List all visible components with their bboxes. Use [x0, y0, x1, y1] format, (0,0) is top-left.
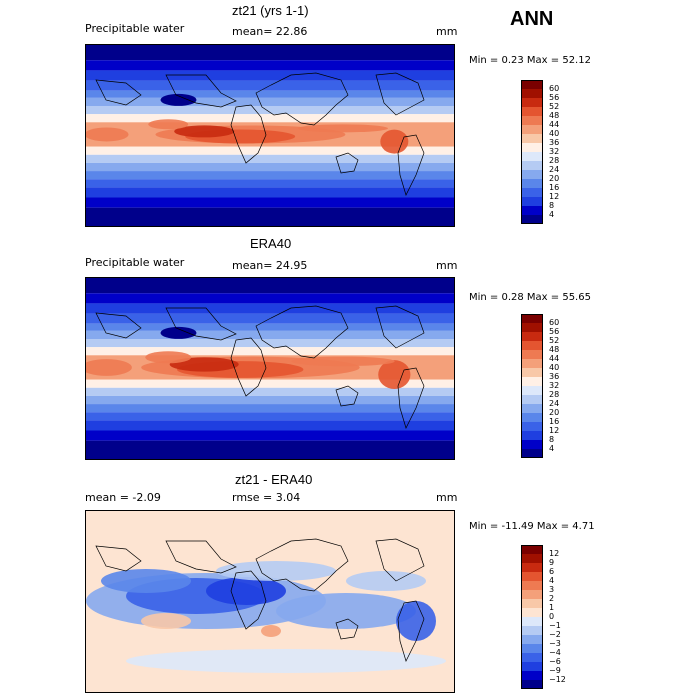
- colorbar-tick-label: 12: [549, 549, 560, 558]
- colorbar-frame: [521, 314, 543, 458]
- colorbar-tick-label: 32: [549, 381, 560, 390]
- colorbar-tick-label: 2: [549, 594, 555, 603]
- colorbar-tick-label: 36: [549, 138, 560, 147]
- colorbar-frame: [521, 545, 543, 689]
- panel1-mean: mean= 22.86: [232, 25, 308, 38]
- colorbar-tick-label: 4: [549, 444, 555, 453]
- panel3-colorbar: 12 9 6 4 3 2 1 0 −1 −2 −3 −4 −6 −9 −12: [521, 545, 566, 689]
- panel1-title: zt21 (yrs 1-1): [232, 3, 309, 18]
- panel3-map: [85, 510, 455, 693]
- colorbar-tick-label: 16: [549, 183, 560, 192]
- colorbar-tick-label: 36: [549, 372, 560, 381]
- colorbar-tick-label: 4: [549, 576, 555, 585]
- colorbar-tick-label: 28: [549, 156, 560, 165]
- colorbar-tick-label: 12: [549, 192, 560, 201]
- colorbar-tick-label: −12: [549, 675, 566, 684]
- panel3-mean: mean = -2.09: [85, 491, 161, 504]
- colorbar-tick-label: 6: [549, 567, 555, 576]
- colorbar-tick-label: 8: [549, 435, 555, 444]
- panel3-unit: mm: [436, 491, 458, 504]
- colorbar-tick-label: −9: [549, 666, 561, 675]
- colorbar-frame: [521, 80, 543, 224]
- panel3-title: zt21 - ERA40: [235, 472, 313, 487]
- colorbar-tick-label: 56: [549, 93, 560, 102]
- colorbar-tick-label: 1: [549, 603, 555, 612]
- season-label: ANN: [510, 8, 554, 30]
- colorbar-tick-label: 16: [549, 417, 560, 426]
- panel2-unit: mm: [436, 259, 458, 272]
- colorbar-tick-label: −4: [549, 648, 561, 657]
- colorbar-tick-label: −6: [549, 657, 561, 666]
- panel1-minmax: Min = 0.23 Max = 52.12: [469, 55, 591, 66]
- panel2-title: ERA40: [250, 236, 292, 251]
- colorbar-tick-label: 52: [549, 102, 560, 111]
- colorbar-tick-label: 12: [549, 426, 560, 435]
- colorbar-tick-label: 20: [549, 408, 560, 417]
- colorbar-tick-label: 44: [549, 120, 560, 129]
- colorbar-tick-label: 52: [549, 336, 560, 345]
- panel2-colorbar: 60 56 52 48 44 40 36 32 28 24 20 16 12 8 4: [521, 314, 559, 458]
- colorbar-tick-label: 48: [549, 111, 560, 120]
- colorbar-tick-label: 40: [549, 129, 560, 138]
- colorbar-tick-label: 0: [549, 612, 555, 621]
- colorbar-tick-label: 44: [549, 354, 560, 363]
- colorbar-tick-label: −3: [549, 639, 561, 648]
- panel1-unit: mm: [436, 25, 458, 38]
- colorbar-tick-label: 8: [549, 201, 555, 210]
- panel3-rmse: rmse = 3.04: [232, 491, 301, 504]
- panel2-minmax: Min = 0.28 Max = 55.65: [469, 292, 591, 303]
- colorbar-tick-label: 60: [549, 84, 560, 93]
- colorbar-tick-label: 28: [549, 390, 560, 399]
- colorbar-tick-label: −1: [549, 621, 561, 630]
- colorbar-tick-label: 32: [549, 147, 560, 156]
- colorbar-tick-label: 3: [549, 585, 555, 594]
- panel1-variable-label: Precipitable water: [85, 22, 185, 35]
- panel1-map: [85, 44, 455, 227]
- colorbar-tick-label: 60: [549, 318, 560, 327]
- colorbar-tick-label: −2: [549, 630, 561, 639]
- colorbar-tick-label: 56: [549, 327, 560, 336]
- panel2-mean: mean= 24.95: [232, 259, 308, 272]
- colorbar-tick-label: 20: [549, 174, 560, 183]
- colorbar-tick-label: 40: [549, 363, 560, 372]
- colorbar-tick-label: 48: [549, 345, 560, 354]
- colorbar-tick-label: 9: [549, 558, 555, 567]
- panel3-minmax: Min = -11.49 Max = 4.71: [469, 521, 595, 532]
- colorbar-tick-label: 4: [549, 210, 555, 219]
- panel1-colorbar: 60 56 52 48 44 40 36 32 28 24 20 16 12 8 4: [521, 80, 559, 224]
- panel2-variable-label: Precipitable water: [85, 256, 185, 269]
- panel2-map: [85, 277, 455, 460]
- colorbar-tick-label: 24: [549, 165, 560, 174]
- colorbar-tick-label: 24: [549, 399, 560, 408]
